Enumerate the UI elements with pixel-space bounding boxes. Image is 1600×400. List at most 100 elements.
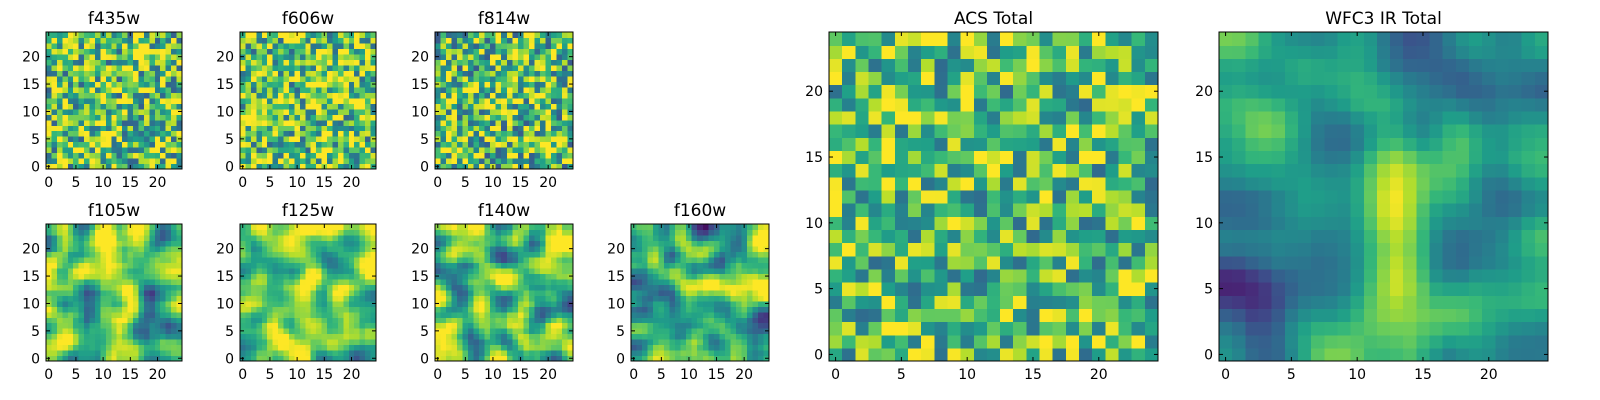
heatmap-cell: [143, 311, 150, 318]
heatmap-cell: [294, 130, 301, 137]
heatmap-cell: [523, 350, 530, 357]
heatmap-cell: [89, 97, 96, 104]
heatmap-cell: [56, 295, 63, 302]
heatmap-cell: [111, 53, 118, 60]
heatmap-cell: [724, 245, 731, 252]
heatmap-cell: [51, 86, 58, 93]
heatmap-cell: [165, 108, 172, 115]
heatmap-cell: [501, 163, 508, 170]
heatmap-cell: [468, 37, 475, 44]
heatmap-cell: [495, 355, 502, 362]
heatmap-cell: [73, 273, 80, 280]
heatmap-cell: [1092, 216, 1106, 230]
heatmap-cell: [763, 240, 770, 247]
heatmap-cell: [539, 97, 546, 104]
heatmap-cell: [143, 333, 150, 340]
heatmap-cell: [305, 141, 312, 148]
heatmap-cell: [960, 295, 975, 309]
heatmap-cell: [1000, 242, 1014, 257]
heatmap-cell: [100, 75, 107, 82]
heatmap-cell: [283, 289, 290, 296]
heatmap-cell: [451, 130, 458, 137]
heatmap-cell: [154, 322, 161, 329]
heatmap-cell: [528, 75, 535, 82]
heatmap-cell: [440, 317, 447, 324]
heatmap-cell: [534, 48, 541, 55]
heatmap-cell: [446, 333, 453, 340]
heatmap-cell: [539, 262, 546, 269]
heatmap-cell: [523, 163, 530, 170]
heatmap-cell: [730, 273, 737, 280]
heatmap-cell: [94, 355, 101, 362]
heatmap-cell: [842, 255, 856, 270]
heatmap-cell: [56, 300, 63, 307]
heatmap-cell: [495, 81, 502, 88]
heatmap-cell: [337, 81, 344, 88]
heatmap-cell: [1131, 203, 1146, 217]
heatmap-cell: [84, 344, 91, 351]
heatmap-cell: [506, 224, 513, 231]
heatmap-cell: [686, 306, 693, 313]
heatmap-cell: [343, 59, 350, 66]
heatmap-cell: [1039, 295, 1054, 309]
heatmap-cell: [921, 189, 935, 204]
heatmap-cell: [934, 242, 949, 257]
heatmap-cell: [310, 322, 317, 329]
heatmap-cell: [752, 333, 759, 340]
heatmap-cell: [484, 322, 491, 329]
heatmap-cell: [348, 273, 355, 280]
heatmap-cell: [122, 262, 129, 269]
heatmap-cell: [240, 97, 247, 104]
heatmap-cell: [73, 59, 80, 66]
heatmap-cell: [111, 103, 118, 110]
heatmap-cell: [479, 37, 486, 44]
heatmap-cell: [267, 306, 274, 313]
heatmap-cell: [647, 262, 654, 269]
heatmap-cell: [127, 306, 134, 313]
heatmap-cell: [299, 267, 306, 274]
heatmap-cell: [122, 64, 129, 71]
heatmap-cell: [440, 163, 447, 170]
heatmap-cell: [305, 125, 312, 132]
heatmap-cell: [283, 136, 290, 143]
heatmap-cell: [561, 97, 569, 104]
heatmap-cell: [261, 70, 268, 77]
heatmap-cell: [143, 70, 150, 77]
heatmap-cell: [138, 147, 145, 154]
heatmap-cell: [283, 130, 290, 137]
y-tick-label: 0: [420, 351, 429, 367]
heatmap-cell: [567, 234, 574, 242]
heatmap-cell: [343, 240, 350, 247]
heatmap-cell: [84, 70, 91, 77]
heatmap-cell: [757, 262, 765, 269]
heatmap-cell: [501, 256, 508, 263]
heatmap-cell: [267, 267, 274, 274]
heatmap-cell: [261, 136, 268, 143]
heatmap-cell: [261, 75, 268, 82]
heatmap-cell: [354, 114, 361, 121]
heatmap-cell: [122, 245, 129, 252]
heatmap-cell: [479, 53, 486, 60]
heatmap-cell: [735, 350, 742, 357]
heatmap-cell: [100, 108, 107, 115]
heatmap-cell: [261, 141, 268, 148]
heatmap-cell: [67, 295, 74, 302]
heatmap-cell: [127, 75, 134, 82]
heatmap-cell: [245, 119, 252, 126]
heatmap-cell: [359, 119, 366, 126]
heatmap-cell: [305, 224, 312, 231]
heatmap-cell: [947, 150, 962, 165]
heatmap-cell: [561, 86, 569, 93]
heatmap-cell: [1079, 282, 1093, 296]
heatmap-cell: [921, 282, 935, 296]
heatmap-cell: [1105, 347, 1120, 362]
heatmap-cell: [1144, 176, 1159, 191]
heatmap-cell: [165, 234, 172, 242]
heatmap-cell: [272, 229, 279, 236]
heatmap-cell: [94, 37, 101, 44]
heatmap-cell: [528, 103, 535, 110]
heatmap-cell: [127, 125, 134, 132]
heatmap-cell: [343, 273, 350, 280]
heatmap-cell: [288, 136, 295, 143]
heatmap-cell: [451, 306, 458, 313]
